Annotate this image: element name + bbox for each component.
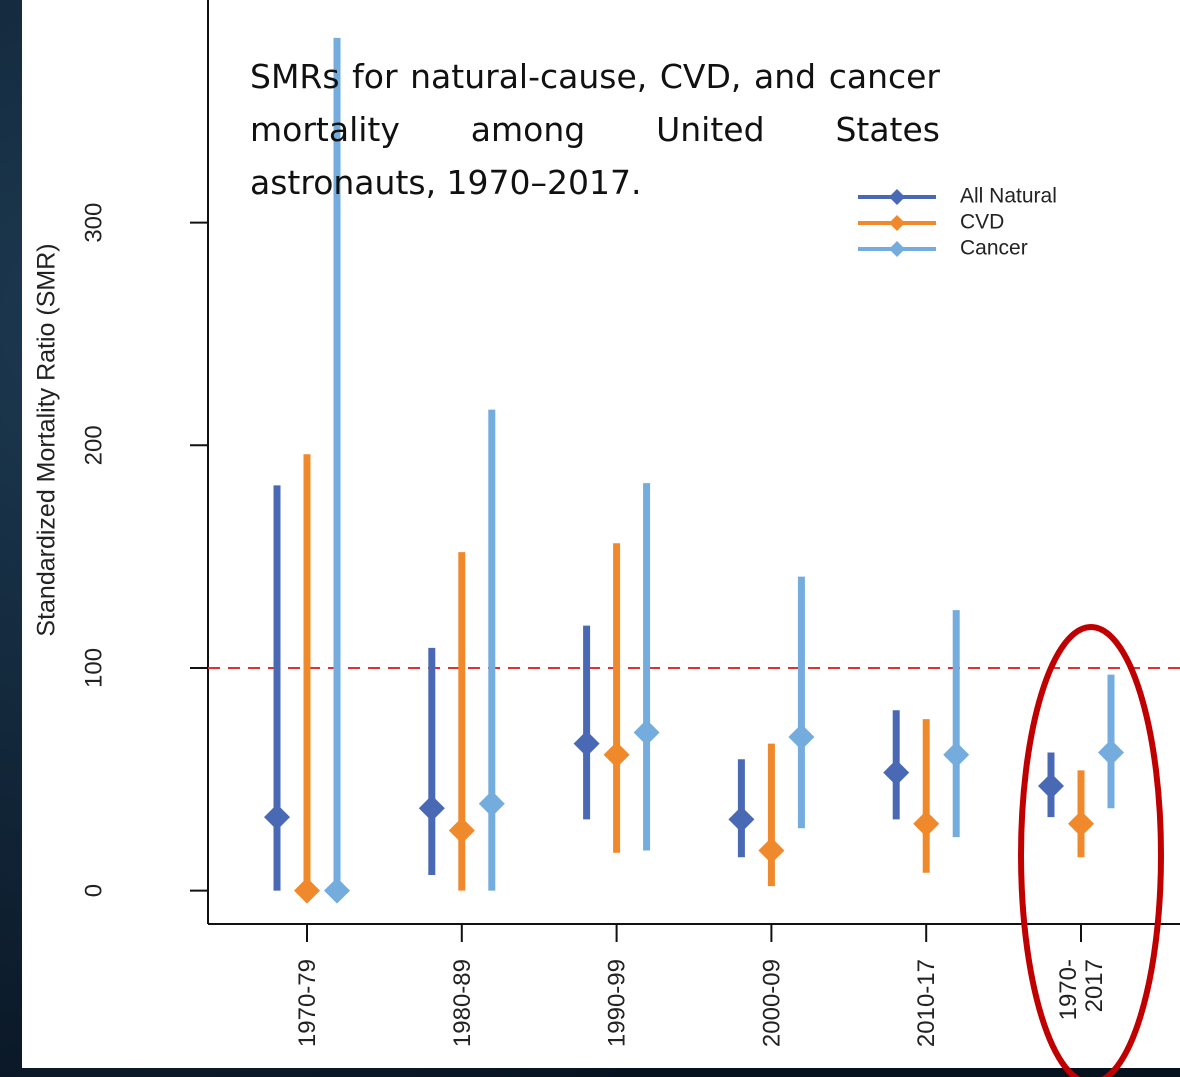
legend-label: Cancer — [960, 237, 1028, 260]
highlight-ellipse — [1018, 624, 1164, 1077]
point — [788, 723, 815, 750]
point — [1098, 739, 1124, 766]
point — [913, 810, 940, 837]
panel — [22, 0, 1180, 1068]
x-tick-label: 1980-89 — [449, 959, 476, 1047]
point — [573, 730, 600, 757]
y-tick-label: 300 — [80, 203, 107, 243]
point — [1038, 772, 1064, 799]
y-tick-label: 200 — [80, 425, 107, 465]
legend-label: All Natural — [960, 185, 1057, 208]
annotation: SMRs for natural-cause, CVD, and cancer … — [250, 57, 940, 202]
legend-marker — [889, 189, 905, 205]
point — [294, 877, 320, 904]
point — [883, 759, 910, 786]
x-tick-label: 1990-99 — [604, 959, 631, 1047]
y-tick-label: 0 — [80, 884, 107, 897]
point — [478, 790, 505, 817]
point — [448, 817, 475, 844]
point — [633, 719, 660, 746]
point — [264, 804, 290, 831]
point — [1068, 810, 1094, 837]
x-tick-label: 2010-17 — [913, 959, 940, 1047]
legend-marker — [889, 215, 905, 231]
point — [418, 795, 445, 822]
y-tick-label: 100 — [80, 648, 107, 688]
x-tick-label: 2000-09 — [758, 959, 785, 1047]
point — [603, 741, 630, 768]
legend-marker — [889, 241, 905, 257]
legend-label: CVD — [960, 211, 1004, 234]
x-tick-label: 1970-2017 — [1055, 959, 1108, 1020]
point — [728, 806, 755, 833]
point — [943, 741, 970, 768]
x-tick-label: 1970-79 — [294, 959, 321, 1047]
y-axis-label: Standardized Mortality Ratio (SMR) — [33, 243, 61, 636]
point — [324, 877, 350, 904]
point — [758, 837, 785, 864]
